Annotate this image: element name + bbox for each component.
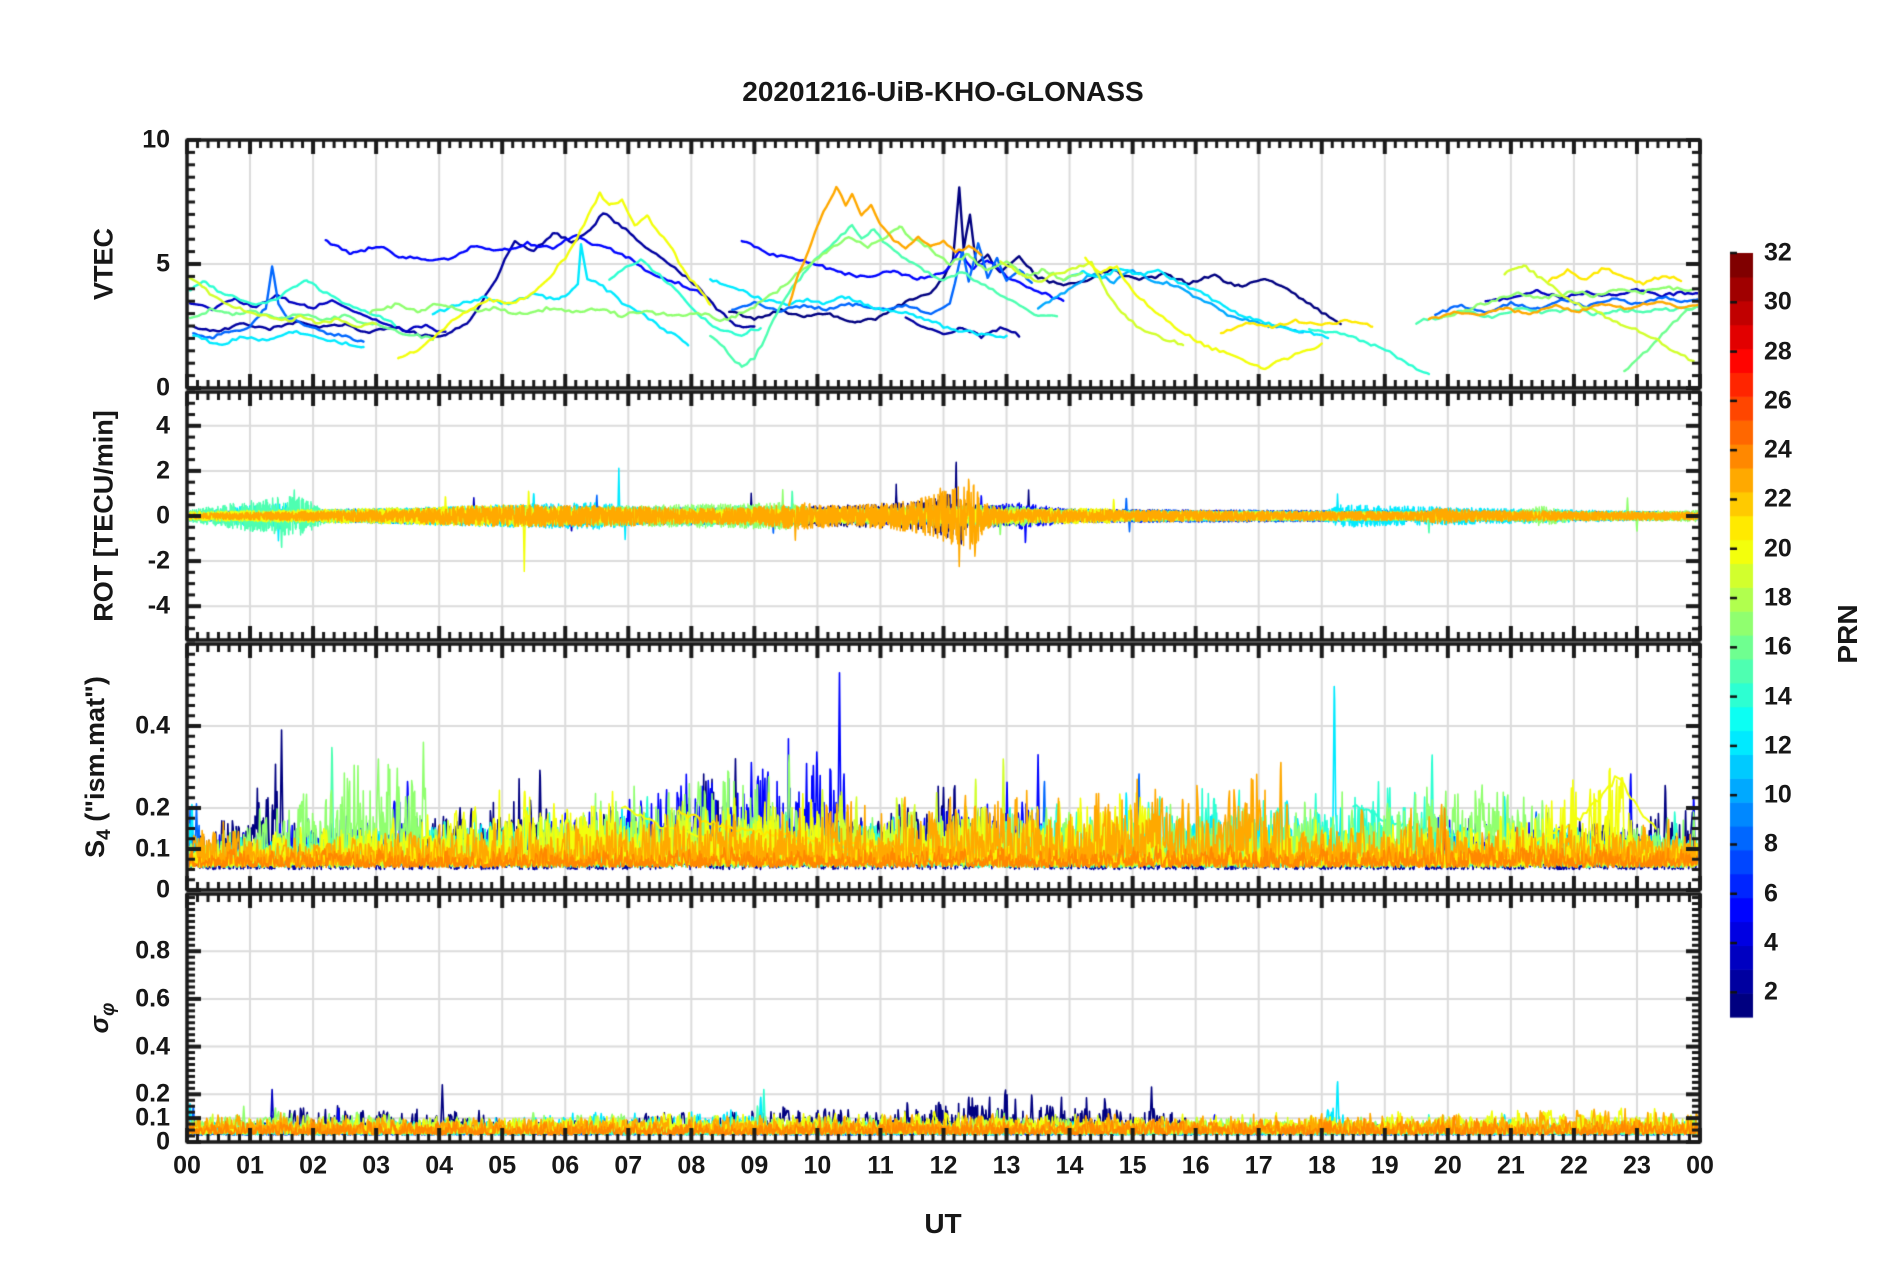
y-tick-label-vtec: 10 (142, 125, 170, 154)
x-tick-label: 07 (614, 1151, 643, 1180)
x-tick-label: 02 (299, 1151, 327, 1180)
x-tick-label: 16 (1181, 1151, 1210, 1180)
x-tick-label: 10 (803, 1151, 832, 1180)
colorbar-tick-label: 30 (1764, 287, 1792, 316)
y-tick-label-rot: 4 (156, 411, 170, 440)
x-tick-label: 00 (1686, 1151, 1714, 1180)
chart-title: 20201216-UiB-KHO-GLONASS (742, 76, 1144, 107)
x-tick-label: 09 (740, 1151, 769, 1180)
x-tick-label: 15 (1118, 1151, 1147, 1180)
x-tick-label: 21 (1496, 1151, 1525, 1180)
colorbar-tick-label: 2 (1764, 977, 1778, 1006)
y-tick-label-vtec: 5 (156, 249, 170, 278)
y-tick-label-sigma_phi: 0.2 (135, 1079, 170, 1108)
y-tick-label-sigma_phi: 0.6 (135, 984, 170, 1013)
y-tick-label-sigma_phi: 0 (156, 1127, 170, 1156)
y-tick-label-s4: 0 (156, 875, 170, 904)
y-tick-label-rot: 2 (156, 456, 170, 485)
x-tick-label: 04 (425, 1151, 454, 1180)
y-tick-label-rot: -2 (147, 546, 170, 575)
x-axis-label: UT (924, 1208, 962, 1239)
colorbar-tick-label: 20 (1764, 534, 1792, 563)
colorbar-tick-label: 18 (1764, 583, 1792, 612)
x-tick-label: 22 (1560, 1151, 1588, 1180)
x-tick-label: 00 (173, 1151, 201, 1180)
x-tick-label: 11 (867, 1151, 894, 1180)
x-tick-label: 14 (1055, 1151, 1084, 1180)
y-tick-label-rot: -4 (147, 591, 170, 620)
colorbar-label: PRN (1832, 604, 1863, 664)
colorbar-tick-label: 12 (1764, 731, 1792, 760)
colorbar-tick-label: 28 (1764, 337, 1792, 366)
y-tick-label-sigma_phi: 0.8 (135, 936, 170, 965)
x-tick-label: 23 (1623, 1151, 1651, 1180)
y-tick-label-sigma_phi: 0.1 (135, 1103, 170, 1132)
colorbar-tick-label: 24 (1764, 435, 1792, 464)
y-tick-label-rot: 0 (156, 501, 170, 530)
colorbar-tick-label: 32 (1764, 238, 1792, 267)
x-tick-label: 13 (992, 1151, 1021, 1180)
colorbar-tick-label: 6 (1764, 879, 1778, 908)
colorbar-tick-label: 4 (1764, 928, 1778, 957)
x-tick-label: 18 (1307, 1151, 1336, 1180)
y-tick-label-s4: 0.4 (135, 711, 170, 740)
y-tick-label-vtec: 0 (156, 373, 170, 402)
x-tick-label: 17 (1244, 1151, 1273, 1180)
x-tick-label: 06 (551, 1151, 580, 1180)
colorbar-tick-label: 8 (1764, 829, 1778, 858)
y-tick-label-s4: 0.1 (135, 834, 170, 863)
colorbar-tick-label: 10 (1764, 780, 1792, 809)
colorbar-tick-label: 16 (1764, 632, 1792, 661)
colorbar-tick-label: 26 (1764, 386, 1792, 415)
colorbar-tick-label: 22 (1764, 484, 1792, 513)
y-axis-label-s4: S4 ("ism.mat") (79, 676, 116, 858)
x-tick-label: 03 (362, 1151, 391, 1180)
x-tick-label: 19 (1370, 1151, 1399, 1180)
x-tick-label: 12 (929, 1151, 958, 1180)
x-tick-label: 05 (488, 1151, 517, 1180)
x-tick-label: 08 (677, 1151, 706, 1180)
colorbar-tick-label: 14 (1764, 682, 1792, 711)
y-tick-label-s4: 0.2 (135, 793, 170, 822)
x-tick-label: 20 (1433, 1151, 1462, 1180)
x-tick-label: 01 (236, 1151, 264, 1180)
y-tick-label-sigma_phi: 0.4 (135, 1032, 170, 1061)
